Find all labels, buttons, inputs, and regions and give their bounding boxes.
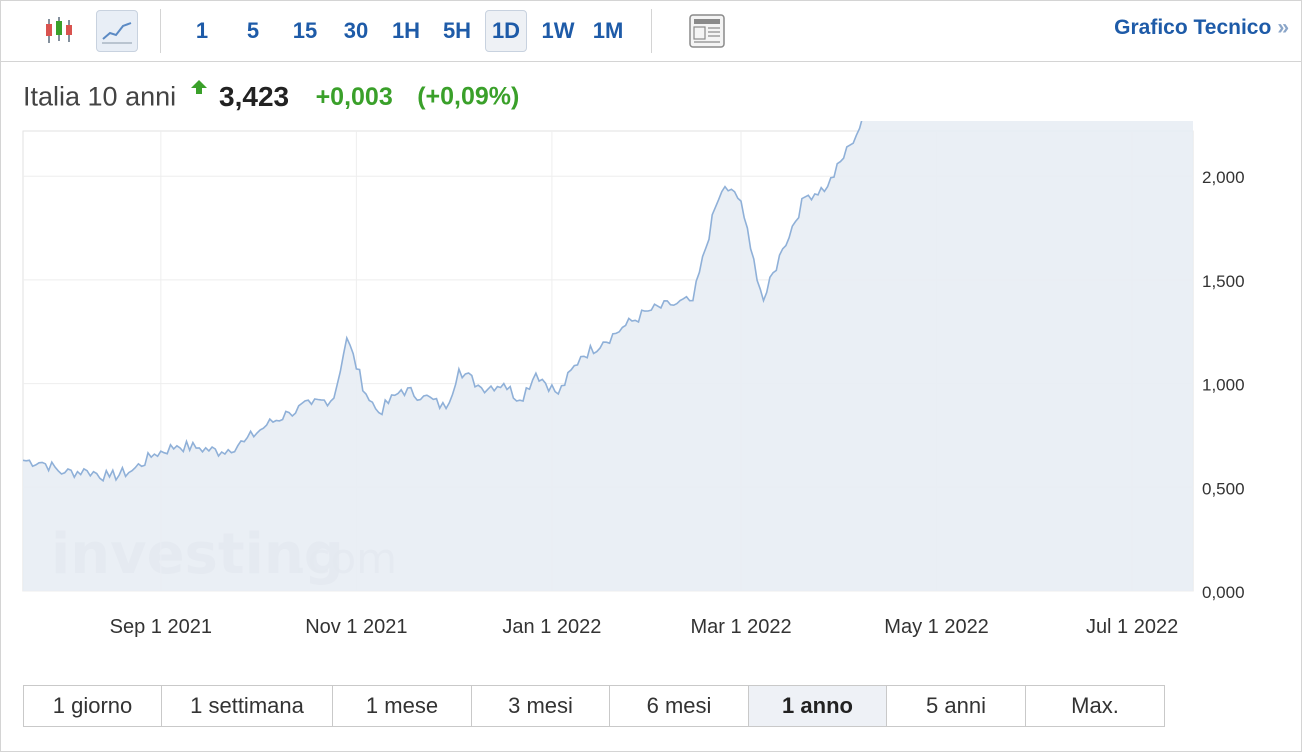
- range-tab[interactable]: 1 giorno: [24, 686, 162, 726]
- interval-1w-button[interactable]: 1W: [541, 18, 575, 43]
- y-tick-label: 0,000: [1202, 583, 1245, 602]
- range-tab[interactable]: 6 mesi: [610, 686, 749, 726]
- x-tick-label: Sep 1 2021: [110, 616, 212, 638]
- toolbar-divider: [651, 9, 652, 53]
- x-tick-label: May 1 2022: [884, 616, 989, 638]
- interval-1d-button[interactable]: 1D: [485, 10, 527, 52]
- interval-5-button[interactable]: 5: [246, 18, 260, 43]
- range-tab[interactable]: 1 settimana: [162, 686, 333, 726]
- y-tick-label: 1,500: [1202, 272, 1245, 291]
- range-tab[interactable]: 3 mesi: [472, 686, 610, 726]
- price-change: +0,003: [315, 82, 393, 111]
- technical-chart-label: Grafico Tecnico: [1114, 16, 1272, 39]
- y-tick-label: 1,000: [1202, 376, 1245, 395]
- candlestick-icon[interactable]: [38, 10, 80, 52]
- range-tab[interactable]: 1 anno: [749, 686, 887, 726]
- interval-1-button[interactable]: 1: [195, 18, 209, 43]
- interval-1m-button[interactable]: 1M: [592, 18, 624, 43]
- interval-1h-button[interactable]: 1H: [391, 18, 421, 43]
- x-tick-label: Nov 1 2021: [305, 616, 407, 638]
- x-tick-label: Mar 1 2022: [690, 616, 791, 638]
- news-layout-icon[interactable]: [686, 10, 728, 52]
- interval-30-button[interactable]: 30: [343, 18, 369, 43]
- price-change-percent: (+0,09%): [417, 82, 520, 111]
- last-price: 3,423: [219, 81, 290, 112]
- series-line: [22, 121, 863, 483]
- x-tick-label: Jul 1 2022: [1086, 616, 1178, 638]
- x-tick-label: Jan 1 2022: [502, 616, 601, 638]
- range-tab[interactable]: Max.: [1026, 686, 1164, 726]
- interval-5h-button[interactable]: 5H: [442, 18, 472, 43]
- range-selector: 1 giorno 1 settimana 1 mese 3 mesi 6 mesi 1 a…: [23, 685, 1165, 727]
- arrow-up-icon: [190, 79, 207, 99]
- series-area: [23, 121, 1193, 591]
- line-chart-icon[interactable]: [96, 10, 138, 52]
- double-chevron-right-icon: »: [1277, 16, 1289, 39]
- instrument-name: Italia 10 anni: [23, 81, 177, 112]
- price-chart[interactable]: investing.com0,0000,5001,0001,5002,0002,…: [1, 121, 1301, 651]
- toolbar-divider: [160, 9, 161, 53]
- quote-header: Italia 10 anni 3,423 +0,003 (+0,09%): [23, 79, 520, 115]
- technical-chart-link[interactable]: Grafico Tecnico»: [1114, 16, 1289, 40]
- interval-15-button[interactable]: 15: [292, 18, 318, 43]
- range-tab[interactable]: 5 anni: [887, 686, 1026, 726]
- chart-toolbar: 1 5 15 30 1H 5H 1D 1W 1M Grafico Tecnico»: [1, 1, 1301, 62]
- y-tick-label: 0,500: [1202, 479, 1245, 498]
- y-tick-label: 2,000: [1202, 168, 1245, 187]
- range-tab[interactable]: 1 mese: [333, 686, 472, 726]
